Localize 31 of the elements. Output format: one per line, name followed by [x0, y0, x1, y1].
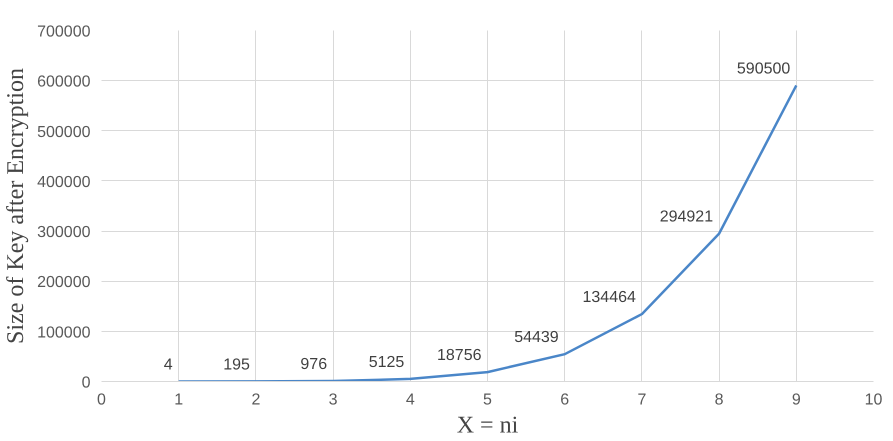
y-tick-label: 100000	[37, 324, 91, 342]
data-label: 5125	[368, 354, 404, 371]
data-label: 4	[164, 356, 173, 374]
y-axis-title: Size of Key after Encryption	[3, 68, 30, 344]
x-tick-label: 1	[174, 392, 184, 408]
data-label: 54439	[514, 329, 559, 346]
y-tick-label: 200000	[37, 274, 91, 292]
data-label: 590500	[736, 60, 790, 78]
data-label: 134464	[582, 289, 636, 306]
y-tick-label: 500000	[37, 124, 91, 141]
x-tick-label: 5	[483, 392, 492, 408]
x-tick-label: 9	[792, 392, 801, 408]
x-tick-label: 7	[637, 392, 646, 408]
data-label: 294921	[660, 208, 714, 226]
x-tick-label: 0	[97, 392, 106, 408]
x-tick-label: 2	[251, 392, 260, 408]
x-tick-label: 10	[864, 392, 882, 408]
line-series	[177, 84, 798, 382]
x-tick-label: 3	[328, 392, 338, 408]
x-tick-label: 6	[560, 392, 570, 408]
y-tick-label: 700000	[37, 24, 91, 40]
x-tick-label: 4	[406, 392, 415, 408]
y-tick-label: 300000	[37, 224, 91, 242]
y-tick-label: 400000	[37, 174, 91, 191]
x-axis-title: X = ni	[456, 412, 519, 438]
x-tick-label: 8	[714, 392, 724, 408]
y-tick-label: 600000	[37, 74, 91, 91]
data-label: 195	[223, 356, 250, 374]
data-label: 976	[300, 356, 328, 374]
y-tick-label: 0	[82, 374, 91, 392]
data-label: 18756	[437, 347, 482, 364]
